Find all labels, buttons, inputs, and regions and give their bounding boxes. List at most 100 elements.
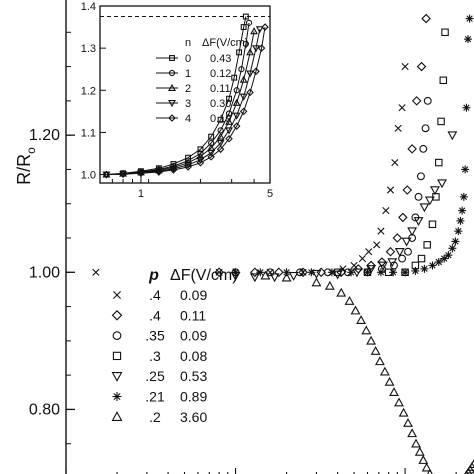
point-triangle-up xyxy=(379,366,390,376)
inset-curve-triangle-down xyxy=(106,29,261,176)
point-triangle-up xyxy=(418,455,429,464)
inset-point-diamond xyxy=(184,163,192,171)
point-star xyxy=(347,268,356,277)
point-diamond xyxy=(402,185,413,195)
point-star xyxy=(458,206,467,215)
inset-legend-entry-n: 0 xyxy=(185,53,191,65)
point-diamond xyxy=(416,61,427,72)
inset-y-tick-label: 1.1 xyxy=(81,127,96,139)
legend-marker-circle xyxy=(112,331,122,340)
legend-entry-p: .25 xyxy=(145,368,165,384)
inset-point-diamond xyxy=(137,169,145,178)
main-x-ticks xyxy=(65,468,457,474)
inset-point-diamond xyxy=(216,145,225,154)
point-diamond xyxy=(421,13,431,24)
point-x xyxy=(401,62,409,71)
y-axis-title-subscript: o xyxy=(24,147,38,154)
legend-entry: .4 0.11 xyxy=(111,307,206,323)
legend-header-p: p xyxy=(148,267,159,284)
point-star xyxy=(448,244,457,253)
main-y-ticks: 0.80 1.00 1.20 xyxy=(29,31,75,445)
inset-point-triangle-up xyxy=(239,75,248,83)
point-star xyxy=(327,268,336,277)
point-triangle-down xyxy=(424,196,435,206)
inset-legend-marker-circle xyxy=(168,69,176,77)
inset-point-square xyxy=(217,116,224,123)
point-star xyxy=(428,261,437,270)
point-triangle-up xyxy=(403,418,413,427)
point-triangle-down xyxy=(387,258,398,268)
point-triangle-up xyxy=(389,387,399,397)
point-star xyxy=(451,237,460,246)
legend-entry-df: 0.11 xyxy=(180,307,206,323)
point-x xyxy=(394,124,402,132)
point-star xyxy=(465,14,474,23)
point-star xyxy=(363,268,372,277)
inset-curve-diamond xyxy=(106,27,266,176)
point-triangle-up xyxy=(324,280,335,290)
inset-point-square xyxy=(208,133,215,140)
point-x xyxy=(391,158,399,167)
point-triangle-down xyxy=(249,273,260,283)
legend-entry-p: .4 xyxy=(149,287,161,303)
inset-point-circle xyxy=(238,66,245,73)
inset-point-triangle-down xyxy=(252,45,260,53)
legend-entry-df: 0.09 xyxy=(180,328,207,344)
point-square xyxy=(428,220,437,229)
point-diamond xyxy=(411,96,422,106)
inset-point-diamond xyxy=(239,107,248,116)
legend-entry: .2 3.60 xyxy=(111,409,207,425)
y-axis-title-main: R/R xyxy=(14,154,34,185)
legend-entry-p: .35 xyxy=(145,328,165,344)
point-x xyxy=(382,206,390,215)
point-star xyxy=(401,268,410,277)
legend-entry-p: .4 xyxy=(149,307,161,323)
point-triangle-down xyxy=(430,186,440,196)
point-triangle-up xyxy=(344,295,355,305)
inset-legend-entry: 3 0.30 xyxy=(156,98,231,110)
legend-entry-df: 3.60 xyxy=(180,409,207,425)
inset-legend-header-df: ΔF(V/cm) xyxy=(202,37,248,49)
inset-point-diamond xyxy=(207,153,215,161)
main-legend: p ΔF(V/cm) .4 0.09 .4 0.11 .35 0.09 .3 0.08 .25 0.5… xyxy=(111,267,238,425)
point-star xyxy=(256,268,265,277)
inset-legend-entry: 1 0.12 xyxy=(156,68,231,80)
inset-point-square xyxy=(226,95,232,102)
point-square xyxy=(439,76,448,85)
point-square xyxy=(435,158,443,167)
point-triangle-up xyxy=(374,356,385,366)
inset-legend: n ΔF(V/cm)0 0.431 0.122 0.113 0.304 0.19 xyxy=(156,37,248,125)
legend-marker-star xyxy=(112,392,122,401)
legend-marker-triangle-up xyxy=(111,411,123,421)
inset-legend-marker-triangle-down xyxy=(168,100,176,108)
inset-point-diamond xyxy=(102,170,111,179)
inset-legend-entry-n: 4 xyxy=(185,113,191,125)
point-triangle-down xyxy=(377,261,388,271)
legend-marker-triangle-down xyxy=(111,372,123,382)
point-diamond xyxy=(385,246,396,257)
inset-point-triangle-down xyxy=(196,156,205,164)
point-triangle-up xyxy=(311,277,322,287)
point-triangle-up xyxy=(366,335,377,345)
legend-entry-df: 0.08 xyxy=(180,348,207,364)
point-diamond xyxy=(392,233,403,243)
point-triangle-up xyxy=(260,270,271,280)
inset-x-tick-label: 1 xyxy=(138,188,144,200)
point-triangle-down xyxy=(413,217,424,226)
point-x xyxy=(386,186,395,194)
point-triangle-up xyxy=(421,462,432,472)
inset-y-tick-label: 1.0 xyxy=(81,170,96,182)
inset-legend-entry: 2 0.11 xyxy=(156,83,231,95)
inset-point-triangle-down xyxy=(255,26,264,34)
inset-point-triangle-down xyxy=(225,127,233,135)
point-diamond xyxy=(274,267,284,278)
legend-entry-p: .2 xyxy=(149,409,161,425)
legend-entry-p: .3 xyxy=(149,348,161,364)
inset-point-triangle-up xyxy=(232,98,241,106)
point-circle xyxy=(266,268,275,277)
point-circle xyxy=(414,192,423,201)
inset-point-circle xyxy=(245,19,253,26)
legend-marker-square xyxy=(112,351,122,361)
point-triangle-up xyxy=(426,468,433,474)
inset-point-circle xyxy=(225,110,233,117)
